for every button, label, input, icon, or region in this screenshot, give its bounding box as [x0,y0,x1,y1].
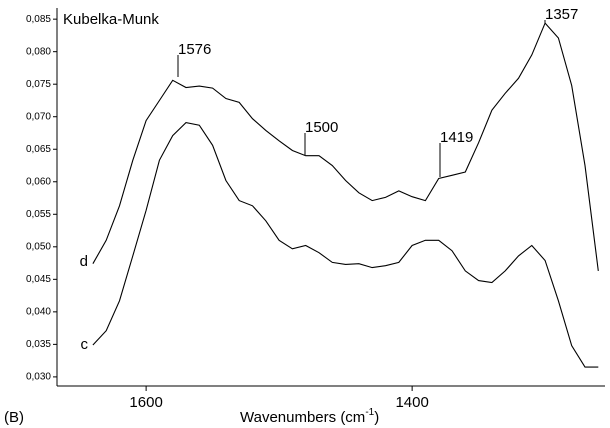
x-label-superscript: -1 [365,407,374,418]
x-label-text: Wavenumbers (cm [240,409,365,426]
peak-annotation: 1576 [178,41,211,58]
x-label-suffix: ) [374,409,379,426]
y-tick-label: 0,035 [26,339,51,350]
y-tick-label: 0,075 [26,79,51,90]
spectrum-line [92,22,599,271]
y-tick-label: 0,040 [26,306,51,317]
y-tick-label: 0,050 [26,241,51,252]
y-tick-label: 0,070 [26,111,51,122]
y-axis-label: Kubelka-Munk [63,11,159,28]
y-tick-label: 0,065 [26,144,51,155]
x-axis-label: Wavenumbers (cm-1) [240,407,379,426]
y-tick-label: 0,080 [26,46,51,57]
y-tick-label: 0,030 [26,372,51,383]
series-label: c [81,336,89,353]
y-tick-label: 0,045 [26,274,51,285]
spectrum-line [92,122,599,368]
series-label: d [80,253,88,270]
y-tick-label: 0,085 [26,14,51,25]
peak-annotation: 1500 [305,119,338,136]
y-tick-label: 0,055 [26,209,51,220]
peak-annotation: 1357 [545,6,578,23]
x-tick-label: 1400 [395,394,428,411]
x-tick-label: 1600 [129,394,162,411]
panel-label: (B) [4,409,24,426]
y-tick-label: 0,060 [26,176,51,187]
peak-annotation: 1419 [440,129,473,146]
